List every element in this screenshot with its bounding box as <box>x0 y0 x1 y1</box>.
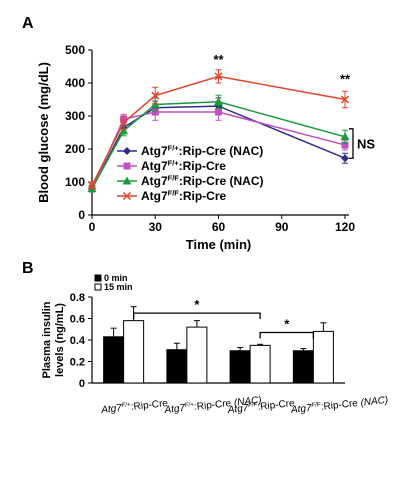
legend-item-het: Atg7F/+:Rip-Cre <box>117 158 226 173</box>
legend-label: Atg7F/F:Rip-Cre (NAC) <box>141 173 263 188</box>
legend: Atg7F/+:Rip-Cre (NAC)Atg7F/+:Rip-CreAtg7… <box>117 143 263 203</box>
y-tick-label: 0.4 <box>70 335 86 347</box>
bar-bar_0min <box>166 349 188 384</box>
ns-label: NS <box>357 137 375 152</box>
series-ff <box>87 69 350 190</box>
y-tick-label: 0 <box>79 378 85 390</box>
legend-item-nac_ff: Atg7F/F:Rip-Cre (NAC) <box>117 173 263 188</box>
category-label: Atg7F/F:Rip-Cre (NAC) <box>289 394 388 416</box>
data-point <box>215 108 222 116</box>
y-tick-label: 0.2 <box>70 357 85 369</box>
x-tick-label: 30 <box>149 220 163 234</box>
data-point <box>123 162 131 170</box>
category-label: Atg7F/+:Rip-Cre (NAC) <box>163 394 262 416</box>
legend-swatch <box>94 283 102 291</box>
y-tick-label: 100 <box>65 175 85 189</box>
bar-bar_15min <box>123 320 145 384</box>
data-point <box>341 141 349 149</box>
data-point <box>123 147 131 155</box>
data-point <box>122 176 132 185</box>
y-tick-label: 0.6 <box>70 314 85 326</box>
significance-bracket <box>259 331 315 339</box>
bar-group-3: Atg7F/F:Rip-Cre (NAC) <box>289 322 389 416</box>
x-tick-label: 90 <box>275 220 289 234</box>
significance-bracket <box>132 312 261 320</box>
data-point <box>87 181 97 190</box>
x-axis-label: Time (min) <box>186 237 252 252</box>
data-point <box>122 191 132 201</box>
y-tick-label: 200 <box>65 142 85 156</box>
legend-label: Atg7F/F:Rip-Cre <box>141 188 226 203</box>
legend-label: 15 min <box>104 282 133 292</box>
data-point <box>151 108 159 116</box>
legend-item-bar_0min: 0 min <box>94 273 128 283</box>
panel-a-label: A <box>22 15 34 32</box>
x-tick-label: 0 <box>89 220 96 234</box>
legend-swatch <box>94 274 102 282</box>
y-tick-label: 0.8 <box>70 292 85 304</box>
y-tick-label: 500 <box>65 43 85 57</box>
panel-b-label: B <box>22 260 34 277</box>
data-point <box>214 72 223 81</box>
x-tick-label: 60 <box>212 220 226 234</box>
data-point <box>151 91 160 100</box>
legend-label: Atg7F/+:Rip-Cre <box>141 158 226 173</box>
bar-bar_0min <box>292 350 314 384</box>
data-point <box>341 154 349 163</box>
legend-label: 0 min <box>104 273 128 283</box>
y-axis-label: Plasma insulinlevels (ng/mL) <box>41 301 66 378</box>
bar-bar_15min <box>312 330 334 384</box>
insulin-chart: 0 0.2 0.4 0.6 0.8 Plasma insulinlevels (ng/mL… <box>41 273 389 416</box>
y-axis-label: Blood glucose (mg/dL) <box>36 62 51 203</box>
significance-star: ** <box>340 72 351 87</box>
legend-item-ff: Atg7F/F:Rip-Cre <box>117 188 226 203</box>
legend-item-nac_het: Atg7F/+:Rip-Cre (NAC) <box>117 143 263 158</box>
bar-bar_0min <box>229 350 251 384</box>
data-point <box>340 95 350 104</box>
y-tick-label: 300 <box>65 109 85 123</box>
ns-bracket <box>349 128 354 159</box>
glucose-chart: 0 100 200 300 400 500 0 30 60 90 120 Time (min) Bloo… <box>36 43 375 252</box>
bar-bar_15min <box>186 326 208 384</box>
significance-star: * <box>284 316 290 331</box>
x-tick-label: 120 <box>335 220 355 234</box>
data-point <box>119 118 128 127</box>
category-label: Atg7F/+:Rip-Cre <box>100 397 169 416</box>
significance-star: * <box>194 297 200 312</box>
legend-label: Atg7F/+:Rip-Cre (NAC) <box>141 143 263 158</box>
bar-bar_0min <box>103 336 125 384</box>
legend-item-bar_15min: 15 min <box>94 282 133 292</box>
data-point <box>119 126 129 135</box>
data-point <box>214 97 223 106</box>
category-label: Atg7F/F:Rip-Cre <box>226 397 295 416</box>
bar-group-0: Atg7F/+:Rip-Cre <box>100 306 169 416</box>
y-tick-label: 0 <box>78 208 85 222</box>
bar-bar_15min <box>249 344 271 384</box>
bar-group-2: Atg7F/F:Rip-Cre <box>226 343 296 416</box>
significance-star: ** <box>213 52 224 67</box>
data-point <box>340 132 350 141</box>
bar-group-1: Atg7F/+:Rip-Cre (NAC) <box>163 320 262 416</box>
y-tick-label: 400 <box>65 76 85 90</box>
